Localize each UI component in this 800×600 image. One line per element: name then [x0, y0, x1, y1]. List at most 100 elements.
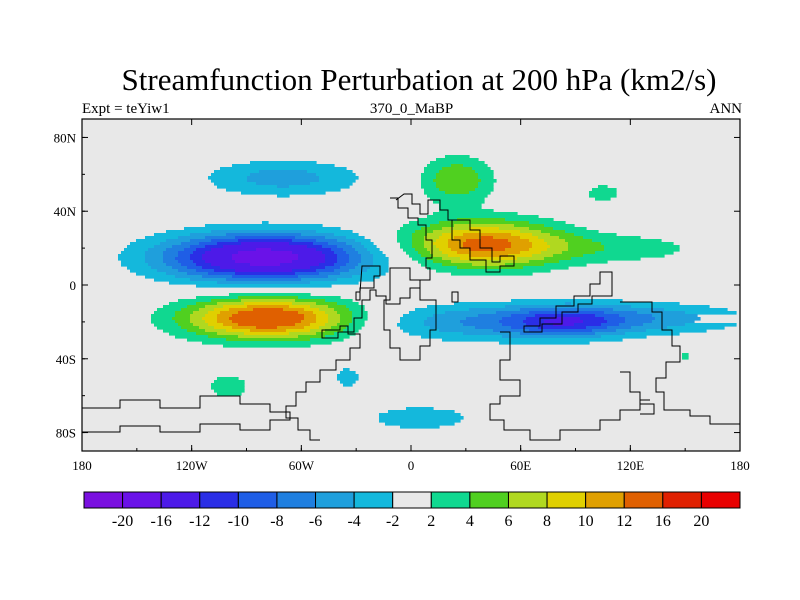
field-cell [415, 230, 434, 234]
field-cell [400, 425, 440, 429]
field-cell [520, 308, 614, 312]
field-cell [190, 317, 203, 321]
field-cell [469, 227, 500, 231]
field-cell [196, 332, 218, 336]
field-cell [397, 233, 413, 237]
field-cell [571, 302, 680, 306]
field-cell [424, 239, 437, 243]
field-cell [295, 323, 311, 327]
field-cell [235, 269, 293, 273]
coastline-south-america [355, 265, 381, 301]
field-cell [421, 173, 437, 177]
field-cell [568, 248, 605, 252]
field-cell [178, 323, 194, 327]
field-cell [529, 329, 593, 333]
field-cell [250, 161, 317, 165]
field-cell [421, 176, 437, 180]
field-cell [178, 251, 194, 255]
field-cell [517, 257, 545, 261]
field-cell [625, 332, 680, 336]
field-cell [127, 266, 152, 270]
field-cell [613, 308, 665, 312]
field-cell [364, 245, 377, 249]
field-cell [232, 257, 299, 261]
field-cell [148, 248, 167, 252]
field-cell [427, 305, 506, 309]
field-cell [544, 263, 587, 267]
field-cell [436, 176, 479, 180]
field-cell [430, 224, 455, 228]
field-cell [346, 236, 365, 240]
field-cell [301, 320, 317, 324]
field-cell [244, 332, 290, 336]
field-cell [424, 170, 440, 174]
field-cell [595, 332, 626, 336]
field-cell [256, 248, 272, 252]
field-cell [259, 170, 308, 174]
field-cell [304, 314, 317, 318]
field-cell [235, 272, 296, 276]
field-cell [238, 251, 293, 255]
field-cell [424, 245, 437, 249]
field-cell [355, 239, 371, 243]
field-cell [541, 230, 566, 234]
field-cell [412, 242, 425, 246]
field-cell [310, 281, 359, 285]
field-cell [652, 314, 698, 318]
field-cell [604, 311, 638, 315]
field-cell [163, 257, 176, 261]
field-cell [217, 392, 242, 396]
field-cell [262, 221, 269, 225]
field-cell [280, 263, 320, 267]
field-cell [247, 305, 290, 309]
field-cell [145, 257, 164, 261]
field-cell [469, 254, 509, 258]
field-cell [316, 320, 329, 324]
field-cell [361, 260, 374, 264]
field-cell [436, 239, 449, 243]
field-cell [685, 323, 737, 327]
field-cell [418, 218, 458, 222]
field-cell [427, 215, 539, 219]
field-cell [226, 329, 251, 333]
field-cell [448, 242, 464, 246]
field-cell [193, 260, 206, 264]
field-cell [235, 260, 293, 264]
field-cell [316, 239, 338, 243]
field-cell [451, 260, 530, 264]
field-cell [409, 221, 440, 225]
field-cell [499, 227, 530, 231]
field-cell [190, 245, 206, 249]
field-cell [496, 311, 530, 315]
field-cell [229, 308, 254, 312]
field-cell [436, 158, 479, 162]
field-cell [463, 323, 503, 327]
field-cell [583, 254, 665, 258]
field-cell [307, 170, 353, 174]
field-cell [217, 377, 239, 381]
field-cell [337, 254, 350, 258]
y-tick-label: 0 [70, 278, 77, 293]
field-cell [304, 317, 317, 321]
field-cell [508, 254, 533, 258]
colorbar-label: 6 [504, 513, 512, 530]
field-cell [184, 248, 197, 252]
field-cell [442, 233, 464, 237]
field-cell [145, 236, 179, 240]
field-cell [334, 263, 347, 267]
field-cell [241, 242, 290, 246]
plot-background [82, 119, 740, 451]
field-cell [310, 323, 326, 327]
field-cell [256, 182, 311, 186]
field-cell [439, 329, 494, 333]
field-cell [121, 251, 146, 255]
field-cell [316, 314, 329, 318]
field-cell [478, 314, 512, 318]
colorbar-label: -16 [151, 513, 172, 530]
field-cell [178, 260, 194, 264]
field-cell [379, 419, 461, 423]
field-cell [499, 341, 590, 345]
field-cell [421, 185, 437, 189]
field-cell [412, 245, 425, 249]
field-cell [436, 269, 551, 273]
